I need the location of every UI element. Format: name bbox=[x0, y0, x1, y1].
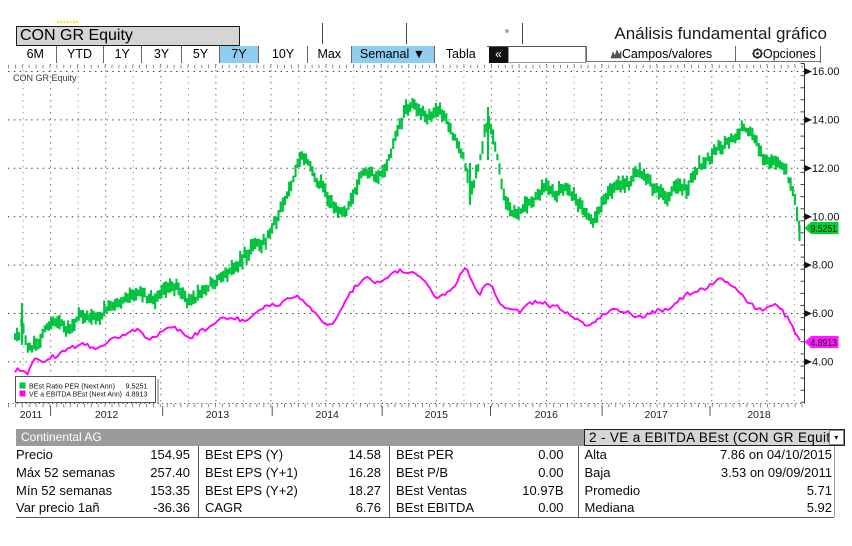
svg-text:4.8913: 4.8913 bbox=[126, 390, 148, 399]
svg-text:12.00: 12.00 bbox=[812, 163, 840, 175]
svg-text:2015: 2015 bbox=[425, 409, 449, 421]
svg-text:4.00: 4.00 bbox=[812, 357, 833, 369]
svg-text:2011: 2011 bbox=[20, 409, 43, 421]
svg-text:2017: 2017 bbox=[645, 409, 669, 421]
svg-text:2014: 2014 bbox=[316, 409, 340, 421]
svg-text:14.00: 14.00 bbox=[812, 115, 840, 127]
svg-text:2013: 2013 bbox=[206, 409, 230, 421]
svg-text:2016: 2016 bbox=[535, 409, 559, 421]
svg-text:BEst Ratio PER (Next Ann): BEst Ratio PER (Next Ann) bbox=[29, 382, 115, 391]
svg-text:8.00: 8.00 bbox=[812, 260, 833, 272]
svg-text:2018: 2018 bbox=[747, 409, 771, 421]
svg-text:4.8913: 4.8913 bbox=[811, 338, 838, 349]
svg-text:CON GR Equity: CON GR Equity bbox=[13, 73, 77, 83]
svg-text:9.5251: 9.5251 bbox=[811, 224, 838, 235]
svg-text:16.00: 16.00 bbox=[812, 66, 840, 78]
svg-text:6.00: 6.00 bbox=[812, 308, 833, 320]
svg-text:2012: 2012 bbox=[95, 409, 119, 421]
svg-text:VE a EBITDA BEst (Next Ann): VE a EBITDA BEst (Next Ann) bbox=[29, 390, 122, 399]
svg-text:10.00: 10.00 bbox=[812, 211, 840, 223]
svg-text:9.5251: 9.5251 bbox=[126, 382, 148, 391]
